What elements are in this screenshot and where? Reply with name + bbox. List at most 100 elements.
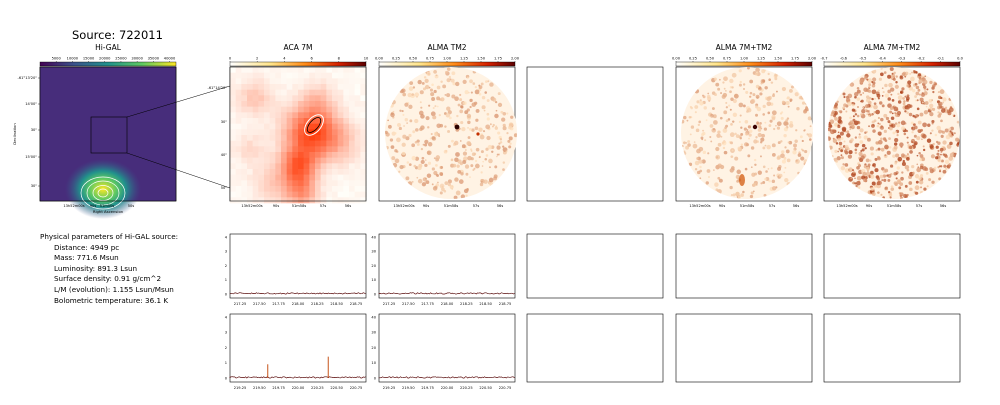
- alma-combined-speckle: [699, 177, 702, 180]
- alma-tm2-speckle: [459, 93, 462, 97]
- aca-pixel: [337, 186, 344, 192]
- aca-pixel: [269, 169, 276, 175]
- colorbar-tick-label: 0.75: [426, 57, 434, 61]
- aca-pixel: [275, 140, 282, 147]
- aca-pixel: [360, 101, 367, 107]
- aca-pixel: [286, 163, 293, 170]
- alma-residual-speckle: [901, 153, 905, 158]
- alma-tm2-speckle: [414, 92, 420, 97]
- aca-pixel: [337, 169, 344, 175]
- colorbar-tick-label: 1.75: [791, 57, 799, 61]
- colorbar-tick-label: 6: [310, 57, 313, 61]
- aca-pixel: [235, 135, 242, 141]
- aca-pixel: [252, 140, 259, 147]
- alma-residual-speckle: [933, 166, 937, 170]
- aca-pixel: [275, 174, 282, 181]
- alma-tm2-speckle: [447, 129, 451, 133]
- aca-pixel: [320, 186, 327, 192]
- alma-residual-speckle: [888, 191, 891, 194]
- alma-tm2-speckle: [424, 78, 429, 83]
- alma-residual-speckle: [860, 155, 865, 160]
- aca-pixel: [360, 135, 367, 141]
- aca-pixel: [258, 140, 265, 147]
- aca-pixel: [309, 186, 316, 192]
- alma-tm2-speckle: [394, 158, 400, 164]
- colorbar-tick-label: 2.00: [808, 57, 817, 61]
- alma-combined-speckle: [748, 133, 752, 137]
- alma-residual-speckle: [834, 122, 839, 127]
- alma-residual-speckle: [890, 76, 894, 80]
- alma-tm2-speckle: [465, 149, 467, 151]
- spectrum-xtick-label: 217.50: [253, 302, 266, 306]
- alma-residual-speckle: [920, 186, 922, 189]
- aca-pixel: [315, 106, 321, 113]
- aca-pixel: [292, 129, 299, 136]
- alma-combined-speckle: [745, 143, 750, 147]
- aca-pixel: [337, 78, 344, 85]
- aca-pixel: [247, 135, 253, 141]
- alma-residual-speckle: [863, 75, 868, 80]
- alma-tm2-speckle: [487, 144, 493, 150]
- aca-pixel: [337, 84, 344, 90]
- alma-combined-speckle: [762, 165, 766, 169]
- alma-residual-speckle: [926, 185, 929, 188]
- alma-residual-xtick-label: 56s: [940, 204, 947, 208]
- aca-pixel: [286, 186, 293, 192]
- alma-tm2-speckle: [449, 185, 454, 189]
- alma-residual-speckle: [949, 106, 953, 109]
- alma-tm2-speckle: [434, 105, 437, 108]
- alma-tm2-speckle: [408, 133, 412, 138]
- alma-combined-speckle: [707, 96, 712, 101]
- aca-pixel: [247, 163, 253, 170]
- aca-pixel: [235, 95, 242, 102]
- alma-tm2-speckle: [409, 81, 414, 85]
- aca-pixel: [241, 89, 248, 96]
- alma-residual-speckle: [937, 101, 943, 107]
- aca-pixel: [247, 180, 253, 187]
- alma-residual-speckle: [865, 158, 870, 163]
- aca-pixel: [360, 146, 367, 153]
- aca-pixel: [269, 157, 276, 164]
- aca-pixel: [247, 118, 253, 124]
- alma-combined-speckle: [717, 142, 722, 147]
- alma-residual-speckle: [856, 97, 861, 101]
- alma-tm2-speckle: [417, 178, 423, 184]
- alma-combined-speckle: [713, 77, 717, 81]
- aca-pixel: [281, 146, 287, 153]
- alma-residual-speckle: [950, 126, 954, 131]
- alma-combined-speckle: [770, 167, 773, 170]
- alma-tm2-speckle: [475, 108, 480, 113]
- alma-residual-speckle: [828, 127, 832, 132]
- alma-tm2-speckle: [453, 140, 459, 146]
- aca-pixel: [264, 152, 270, 158]
- alma-residual-speckle: [914, 95, 918, 98]
- alma-residual-speckle: [901, 161, 906, 167]
- aca-ytick-label: 40": [221, 153, 228, 157]
- alma-residual-speckle: [872, 77, 877, 82]
- alma-residual-speckle: [937, 165, 940, 169]
- alma-residual-speckle: [847, 101, 852, 107]
- alma-combined-speckle: [807, 133, 813, 138]
- alma-residual-speckle: [848, 150, 853, 155]
- alma-residual-speckle: [929, 167, 933, 171]
- alma-combined-speckle: [739, 80, 742, 84]
- alma-tm2-speckle: [431, 136, 436, 140]
- alma-residual-speckle: [860, 93, 862, 96]
- alma-residual-speckle: [895, 75, 898, 78]
- aca-pixel: [252, 112, 259, 119]
- aca-pixel: [252, 152, 259, 158]
- alma-tm2-speckle: [456, 164, 460, 168]
- aca-pixel: [298, 95, 304, 102]
- alma-tm2-speckle: [436, 85, 441, 90]
- alma-combined-speckle: [740, 143, 744, 146]
- aca-pixel: [309, 67, 316, 73]
- alma-residual-speckle: [880, 72, 884, 77]
- alma-combined-speckle: [804, 149, 808, 154]
- alma-combined-speckle: [792, 150, 797, 155]
- alma-residual-speckle: [913, 123, 916, 126]
- aca-pixel: [264, 101, 270, 107]
- aca-pixel: [320, 67, 327, 73]
- alma-tm2-speckle: [427, 72, 431, 76]
- alma-residual-speckle: [938, 170, 942, 173]
- alma-residual-speckle: [893, 145, 898, 150]
